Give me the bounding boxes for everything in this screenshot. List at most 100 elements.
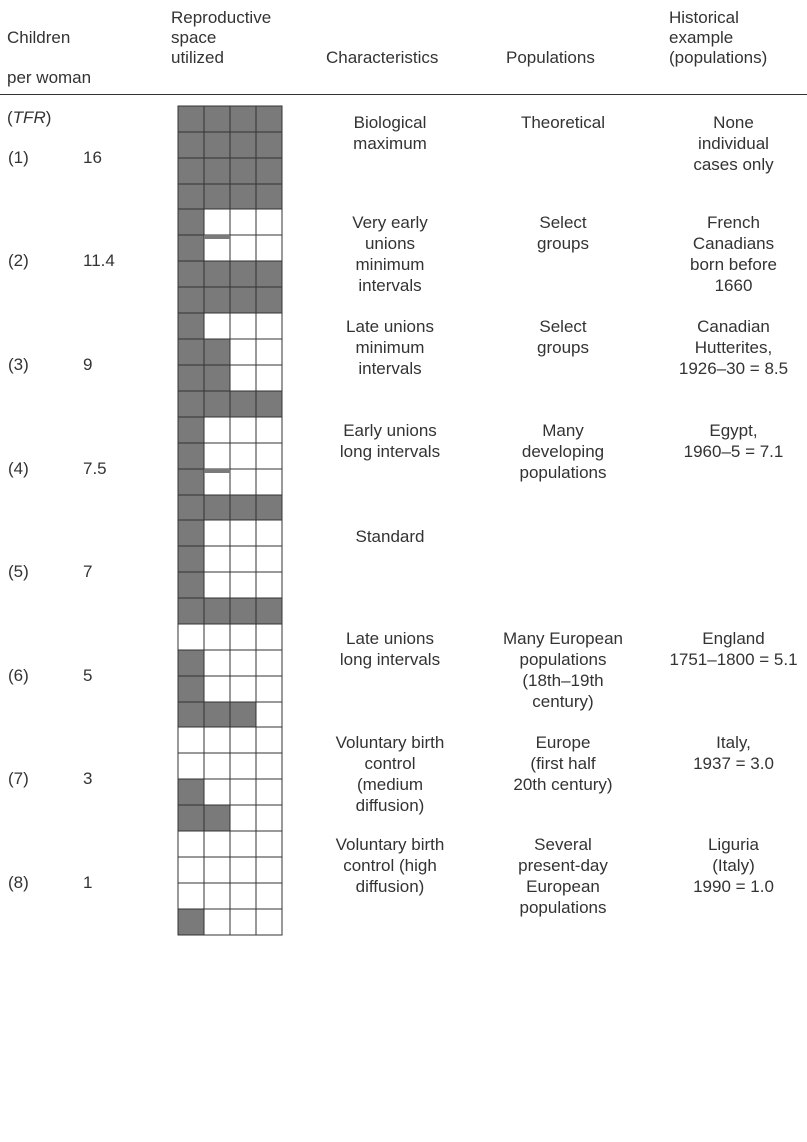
grid-cell-empty [255,804,283,832]
grid-cell-empty [203,312,231,340]
grid-cell-filled [255,105,283,133]
row-tfr-value: 7 [83,562,93,581]
grid-cell-empty [229,804,257,832]
grid-cell-filled [177,804,205,832]
row-tfr-value: 5 [83,666,93,685]
grid-cell-filled [203,131,231,159]
grid-cell-empty [203,908,231,936]
grid-cell-empty [203,882,231,910]
grid-cell-filled [229,286,257,314]
grid-cell-empty [255,701,283,729]
grid-cell-empty [255,571,283,599]
grid-cell-empty [255,519,283,547]
grid-cell-empty [203,519,231,547]
grid-cell-empty [203,675,231,703]
row-tfr-value: 3 [83,769,93,788]
grid-cell-empty [229,571,257,599]
grid-cell-filled [177,571,205,599]
grid-cell-empty [255,416,283,444]
grid-cell-empty [255,726,283,754]
grid-cell-filled [177,338,205,366]
grid-cell-filled [177,778,205,806]
grid-cell-empty [177,856,205,884]
grid-cell-filled [177,675,205,703]
grid-cell-filled [177,260,205,288]
row-index: (1) [8,148,29,167]
row-populations: Europe (first half 20th century) [513,733,613,794]
grid-cell-filled [229,390,257,418]
grid-cell-empty [255,830,283,858]
grid-cell-empty [255,312,283,340]
row-tfr-value: 16 [83,148,102,167]
grid-cell-filled [177,131,205,159]
grid-cell-empty [229,623,257,651]
grid-cell-empty [203,416,231,444]
row-historical-example: Egypt, 1960–5 = 7.1 [683,421,784,461]
grid-cell-empty [229,726,257,754]
grid-cell-partial-fill [204,469,230,473]
grid-cell-empty [229,752,257,780]
grid-cell-empty [177,882,205,910]
header-children-per-woman: Children per woman (TFR) [7,8,91,128]
grid-cell-empty [177,830,205,858]
grid-cell-filled [203,157,231,185]
grid-cell-empty [203,726,231,754]
grid-cell-filled [177,286,205,314]
grid-cell-empty [177,752,205,780]
row-historical-example: None individual cases only [693,113,774,174]
grid-cell-empty [255,364,283,392]
grid-cell-filled [203,701,231,729]
grid-cell-filled [229,494,257,522]
grid-cell-filled [177,908,205,936]
grid-cell-empty [229,208,257,236]
grid-cell-filled [177,494,205,522]
reproductive-space-grid [177,208,283,314]
reproductive-space-grid [177,519,283,625]
grid-cell-filled [255,260,283,288]
grid-cell-empty [203,830,231,858]
grid-cell-filled [229,157,257,185]
grid-cell-empty [229,338,257,366]
grid-cell-filled [229,183,257,211]
row-characteristics: Late unions long intervals [339,629,441,669]
grid-cell-filled [177,468,205,496]
grid-cell-filled [177,416,205,444]
row-characteristics: Early unions long intervals [339,421,441,461]
grid-cell-filled [203,804,231,832]
grid-cell-empty [177,726,205,754]
row-characteristics: Very early unions minimum intervals [352,213,428,295]
grid-cell-filled [177,208,205,236]
grid-cell-filled [229,597,257,625]
row-tfr-value: 1 [83,873,93,892]
grid-cell-filled [255,183,283,211]
grid-cell-empty [229,364,257,392]
grid-cell-empty [203,442,231,470]
row-populations: Theoretical [520,113,606,132]
row-populations: Several present-day European populations [518,835,608,917]
grid-cell-filled [177,545,205,573]
grid-cell-filled [177,519,205,547]
grid-cell-empty [255,545,283,573]
grid-cell-filled [177,597,205,625]
grid-cell-empty [255,338,283,366]
grid-cell-empty [255,208,283,236]
grid-cell-empty [229,778,257,806]
grid-cell-empty [229,649,257,677]
row-index: (4) [8,459,29,478]
grid-cell-empty [229,312,257,340]
header-characteristics: Characteristics [326,48,439,67]
row-historical-example: French Canadians born before 1660 [690,213,777,295]
row-historical-example: Italy, 1937 = 3.0 [693,733,774,773]
row-populations: Select groups [537,213,589,253]
grid-cell-filled [177,390,205,418]
grid-cell-filled [177,649,205,677]
grid-cell-empty [229,856,257,884]
grid-cell-empty [255,468,283,496]
grid-cell-filled [255,597,283,625]
grid-cell-filled [255,157,283,185]
row-index: (8) [8,873,29,892]
grid-cell-filled [203,364,231,392]
reproductive-space-grid [177,830,283,936]
grid-cell-empty [229,519,257,547]
header-tfr-italic: TFR [12,108,46,127]
